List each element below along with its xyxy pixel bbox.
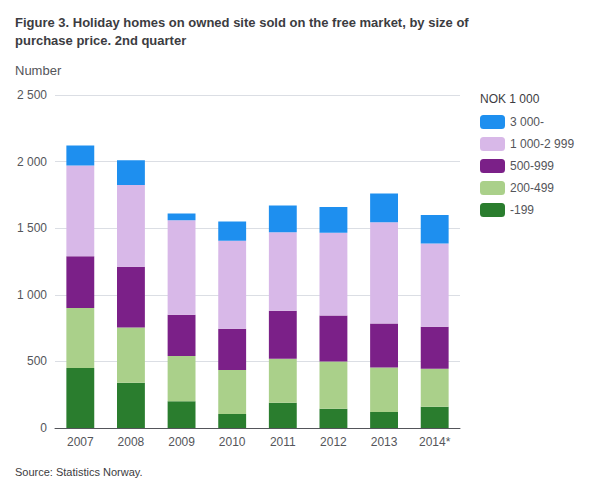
svg-text:500-999: 500-999	[510, 159, 554, 173]
svg-text:3 000-: 3 000-	[510, 115, 544, 129]
svg-text:-199: -199	[510, 203, 534, 217]
svg-text:Number: Number	[15, 63, 62, 78]
svg-text:0: 0	[40, 421, 47, 435]
svg-text:2 500: 2 500	[17, 88, 47, 102]
svg-text:2010: 2010	[219, 435, 246, 449]
svg-text:Source: Statistics Norway.: Source: Statistics Norway.	[15, 466, 143, 478]
svg-text:2012: 2012	[320, 435, 347, 449]
svg-text:2 000: 2 000	[17, 155, 47, 169]
svg-text:2013: 2013	[371, 435, 398, 449]
svg-text:purchase price. 2nd quarter: purchase price. 2nd quarter	[15, 33, 186, 48]
svg-text:500: 500	[27, 354, 47, 368]
svg-text:1 500: 1 500	[17, 221, 47, 235]
svg-text:Figure 3. Holiday homes on own: Figure 3. Holiday homes on owned site so…	[15, 15, 469, 30]
svg-text:1 000: 1 000	[17, 288, 47, 302]
svg-text:200-499: 200-499	[510, 181, 554, 195]
svg-text:2014*: 2014*	[419, 435, 451, 449]
svg-text:2011: 2011	[270, 435, 296, 449]
svg-text:NOK 1 000: NOK 1 000	[480, 92, 540, 106]
svg-text:1 000-2 999: 1 000-2 999	[510, 137, 574, 151]
svg-text:2009: 2009	[168, 435, 195, 449]
svg-text:2007: 2007	[67, 435, 94, 449]
svg-text:2008: 2008	[118, 435, 145, 449]
